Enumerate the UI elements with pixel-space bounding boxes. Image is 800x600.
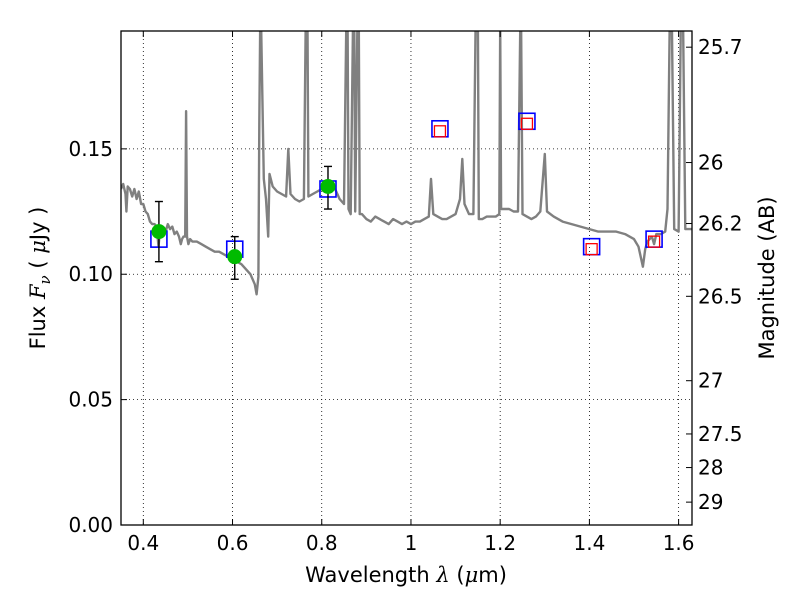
y2-tick-label: 27.5 bbox=[698, 422, 743, 446]
upper-limit-square bbox=[520, 117, 534, 130]
y2-tick-label: 26 bbox=[698, 151, 723, 175]
y-axis-title: Flux Fν ( μJy ) bbox=[26, 207, 54, 350]
axis-ticks: 0.4 0.6 0.8 1 1.2 1.4 1.6 0.00 0.05 0.10 0.15 25.7 2… bbox=[68, 31, 743, 555]
x-tick-label: 1 bbox=[405, 531, 418, 555]
y2-tick-label: 25.7 bbox=[698, 35, 743, 59]
spectrum-line bbox=[121, 31, 692, 296]
x-tick-label: 0.4 bbox=[127, 531, 159, 555]
plot-area bbox=[121, 31, 692, 296]
x-tick-label: 0.8 bbox=[306, 531, 338, 555]
x-tick-label: 1.2 bbox=[484, 531, 516, 555]
y-tick-label: 0.05 bbox=[68, 388, 113, 412]
observed-point bbox=[320, 178, 336, 194]
y2-tick-label: 27 bbox=[698, 369, 723, 393]
spectrum-series bbox=[121, 31, 692, 296]
y2-tick-label: 29 bbox=[698, 490, 723, 514]
y2-axis-title: Magnitude (AB) bbox=[755, 196, 779, 359]
y-tick-label: 0.15 bbox=[68, 137, 113, 161]
photometry-series bbox=[150, 112, 663, 280]
y2-tick-label: 26.2 bbox=[698, 212, 743, 236]
x-tick-label: 1.4 bbox=[573, 531, 605, 555]
upper-limit-square bbox=[647, 235, 661, 248]
observed-point bbox=[227, 249, 243, 265]
x-tick-label: 0.6 bbox=[217, 531, 249, 555]
x-tick-label: 1.6 bbox=[663, 531, 695, 555]
y2-tick-label: 26.5 bbox=[698, 284, 743, 308]
y2-tick-label: 28 bbox=[698, 456, 723, 480]
y-tick-label: 0.00 bbox=[68, 513, 113, 537]
upper-limit-square bbox=[585, 243, 598, 256]
observed-point bbox=[151, 224, 167, 240]
grid-lines bbox=[121, 31, 692, 525]
y-tick-label: 0.10 bbox=[68, 262, 113, 286]
x-axis-title: Wavelength λ (μm) bbox=[305, 563, 507, 587]
plot-frame bbox=[120, 30, 693, 526]
upper-limit-square bbox=[433, 125, 447, 138]
